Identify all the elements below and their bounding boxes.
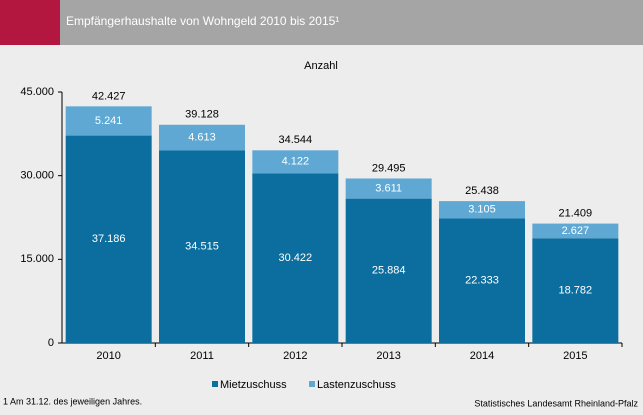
- bar-value-label: 5.241: [95, 115, 123, 127]
- bar-segment: [439, 201, 525, 219]
- bar-segment: [439, 218, 525, 343]
- y-tick-label: 0: [48, 337, 54, 349]
- bar-segment: [345, 198, 432, 343]
- bar-value-label: 4.613: [188, 132, 216, 144]
- legend-label: Lastenzuschuss: [317, 379, 396, 391]
- bar-value-label: 37.186: [92, 233, 126, 245]
- bar-value-label: 18.782: [559, 285, 593, 297]
- y-tick-label: 15.000: [20, 253, 54, 265]
- total-label: 29.495: [372, 162, 406, 174]
- bar-segment: [65, 135, 152, 343]
- bar-value-label: 2.627: [562, 225, 590, 237]
- bar-segment: [345, 178, 432, 199]
- total-label: 21.409: [559, 207, 593, 219]
- legend-label: Mietzuschuss: [220, 379, 287, 391]
- bar-value-label: 30.422: [279, 252, 313, 264]
- footnote: 1 Am 31.12. des jeweiligen Jahres.: [3, 396, 142, 406]
- x-tick-label: 2012: [283, 350, 307, 362]
- bar-segment: [65, 106, 152, 136]
- bar-value-label: 34.515: [185, 241, 219, 253]
- bar-value-label: 3.105: [468, 204, 496, 216]
- bar-segment: [252, 150, 339, 174]
- bar-segment: [159, 150, 245, 343]
- x-tick-label: 2010: [96, 350, 120, 362]
- y-tick-label: 30.000: [20, 170, 54, 182]
- bar-segment: [252, 173, 339, 343]
- legend-swatch: [309, 381, 315, 387]
- total-label: 34.544: [279, 134, 313, 146]
- subtitle: Anzahl: [304, 60, 338, 72]
- x-tick-label: 2015: [563, 350, 587, 362]
- source: Statistisches Landesamt Rheinland-Pfalz: [474, 398, 638, 408]
- header-band: [0, 0, 643, 45]
- bar-segment: [532, 223, 619, 239]
- legend-swatch: [212, 381, 218, 387]
- bar-value-label: 22.333: [465, 275, 499, 287]
- bar-value-label: 3.611: [375, 182, 402, 194]
- total-label: 42.427: [92, 90, 126, 102]
- bar-value-label: 25.884: [372, 265, 406, 277]
- total-label: 25.438: [465, 185, 499, 197]
- chart-title: Empfängerhaushalte von Wohngeld 2010 bis…: [66, 14, 339, 28]
- x-tick-label: 2014: [470, 350, 494, 362]
- y-tick-label: 45.000: [20, 86, 54, 98]
- bar-value-label: 4.122: [282, 156, 310, 168]
- total-label: 39.128: [185, 109, 219, 121]
- header-accent: [0, 0, 60, 45]
- bar-segment: [532, 238, 619, 343]
- x-tick-label: 2011: [190, 350, 214, 362]
- bar-segment: [159, 124, 245, 151]
- x-tick-label: 2013: [376, 350, 400, 362]
